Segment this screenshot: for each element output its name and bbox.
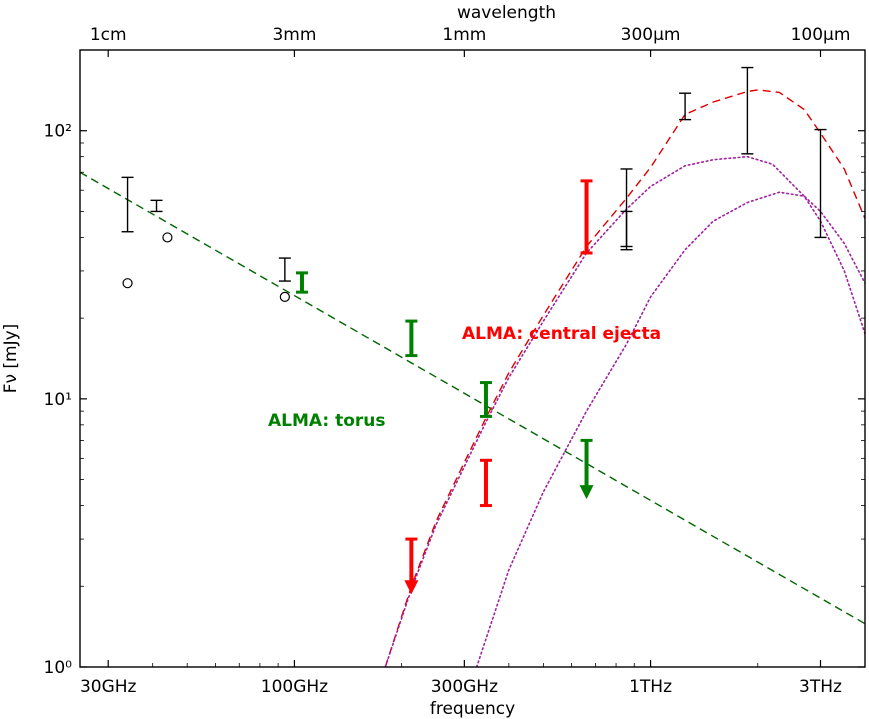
upper-limit-alma-torus xyxy=(579,438,594,500)
open-circle-point xyxy=(279,291,290,303)
top-tick-label: 1mm xyxy=(442,25,486,45)
errorbar-archival-detections xyxy=(278,257,291,282)
down-arrow-icon xyxy=(404,580,419,595)
errorbar-alma-torus xyxy=(479,381,492,418)
x-tick-label: 3THz xyxy=(799,677,842,697)
y-tick-label: 10¹ xyxy=(44,390,72,410)
errorbar-alma-central-ejecta xyxy=(580,179,593,255)
upper-limit-alma-central-ejecta xyxy=(404,537,419,595)
errorbar-archival-detections xyxy=(814,128,827,239)
annotation-alma-torus: ALMA: torus xyxy=(268,411,386,431)
errorbar-archival-detections xyxy=(121,176,134,233)
errorbar-alma-torus xyxy=(295,271,308,294)
open-circle-point xyxy=(122,278,133,289)
errorbar-archival-detections xyxy=(679,92,692,121)
top-tick-label: 300μm xyxy=(621,25,681,45)
down-arrow-icon xyxy=(579,485,594,500)
errorbar-archival-detections xyxy=(741,66,754,155)
annotations: ALMA: central ejecta ALMA: torus xyxy=(268,324,661,431)
x-tick-label: 1THz xyxy=(629,677,672,697)
series-line-dust-component-2 xyxy=(475,191,865,667)
errorbar-alma-central-ejecta xyxy=(479,458,492,508)
x-tick-label: 30GHz xyxy=(80,677,137,697)
plot-frame-rect xyxy=(79,49,866,668)
series-line-torus-power-law xyxy=(80,171,865,625)
top-tick-label: 1cm xyxy=(90,25,127,45)
y-tick-label: 10⁰ xyxy=(44,658,73,678)
plot-frame xyxy=(79,49,866,668)
errorbar-archival-detections xyxy=(620,210,633,251)
open-circle-point xyxy=(162,232,173,243)
axis-labels: 30GHz 100GHz 300GHz 1THz 3THz 1cm 3mm 1mm 300μm 1… xyxy=(1,3,850,719)
series-line-dust-component-1 xyxy=(384,155,865,667)
data-marks xyxy=(121,66,827,595)
x-tick-label: 300GHz xyxy=(431,677,498,697)
annotation-alma-central-ejecta: ALMA: central ejecta xyxy=(462,324,661,344)
errorbar-alma-torus xyxy=(405,319,418,358)
errorbar-archival-detections xyxy=(150,199,163,213)
y-tick-label: 10² xyxy=(44,122,72,142)
top-tick-label: 3mm xyxy=(272,25,316,45)
model-curves xyxy=(80,89,865,667)
y-axis-title: Fν [mJy] xyxy=(1,324,21,394)
top-tick-label: 100μm xyxy=(791,25,851,45)
axis-ticks xyxy=(80,50,865,668)
series-line-total-dust-model xyxy=(384,89,865,667)
x-tick-label: 100GHz xyxy=(261,677,328,697)
x-axis-title: frequency xyxy=(430,699,515,719)
top-axis-title: wavelength xyxy=(457,3,556,23)
